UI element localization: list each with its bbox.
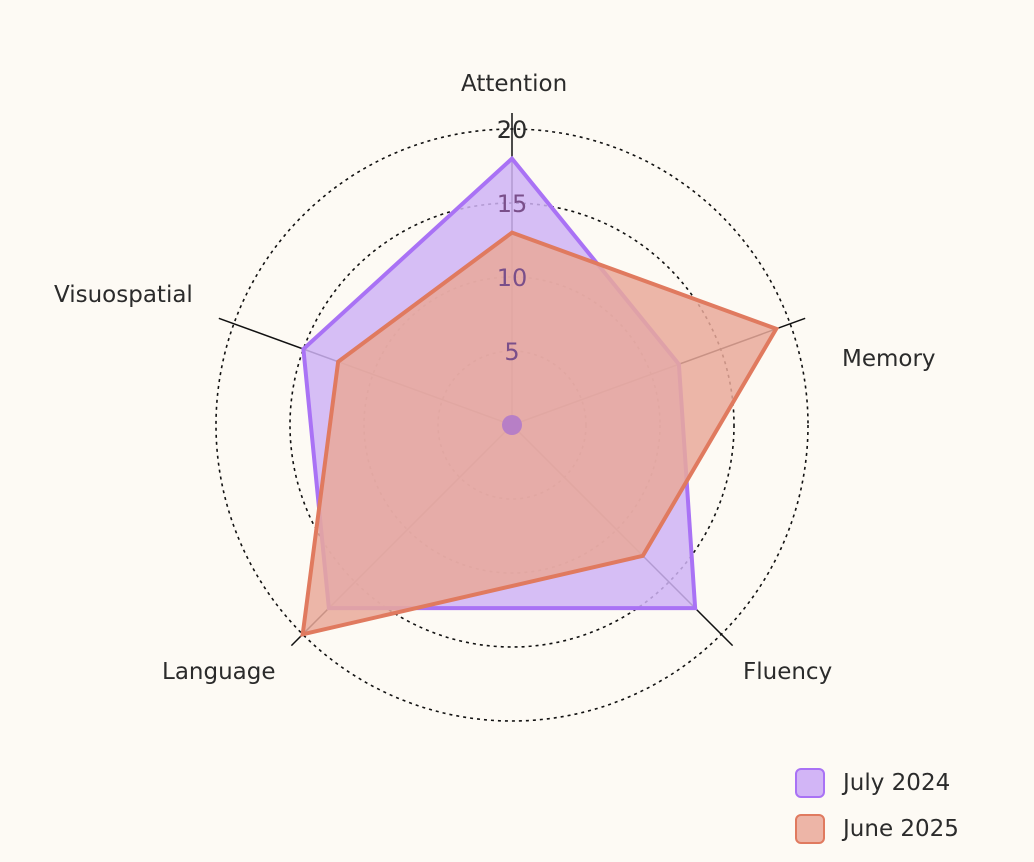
radial-tick-label: 10	[497, 264, 528, 292]
legend-swatch-june-2025	[795, 814, 825, 844]
legend-item-june-2025[interactable]: June 2025	[795, 806, 959, 852]
radial-tick-label: 5	[504, 338, 519, 366]
legend-label: June 2025	[843, 816, 959, 842]
legend-swatch-july-2024	[795, 768, 825, 798]
center-dot	[502, 415, 522, 435]
axis-label-language: Language	[162, 659, 276, 685]
series-june-2025[interactable]	[300, 230, 780, 637]
legend-label: July 2024	[843, 770, 951, 796]
legend-item-july-2024[interactable]: July 2024	[795, 760, 959, 806]
radial-tick-label: 15	[497, 190, 528, 218]
legend: July 2024 June 2025	[795, 760, 959, 852]
axis-label-attention: Attention	[461, 71, 568, 97]
axis-label-fluency: Fluency	[743, 659, 833, 685]
radial-tick-label: 20	[497, 116, 528, 144]
axis-label-memory: Memory	[842, 346, 936, 372]
axis-label-visuospatial: Visuospatial	[54, 282, 193, 308]
